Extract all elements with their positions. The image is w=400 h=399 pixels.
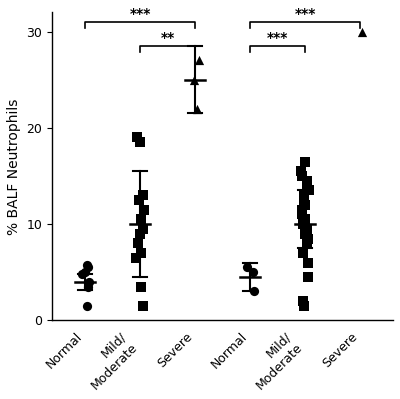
Point <box>306 187 312 194</box>
Point <box>358 28 365 35</box>
Point <box>299 173 305 179</box>
Point <box>84 303 90 309</box>
Point <box>300 192 307 198</box>
Point <box>137 250 144 256</box>
Text: ***: *** <box>294 7 316 21</box>
Point <box>305 235 311 242</box>
Point <box>140 226 146 232</box>
Point <box>138 216 144 223</box>
Point <box>141 206 147 213</box>
Point <box>78 271 85 277</box>
Point <box>194 105 200 112</box>
Point <box>196 57 202 63</box>
Point <box>84 261 90 268</box>
Point <box>300 298 306 304</box>
Text: **: ** <box>160 31 175 45</box>
Point <box>304 178 310 184</box>
Point <box>86 279 92 285</box>
Point <box>136 139 143 146</box>
Point <box>300 221 306 227</box>
Point <box>84 283 91 290</box>
Point <box>299 206 306 213</box>
Point <box>302 158 308 165</box>
Point <box>301 197 307 203</box>
Point <box>85 264 92 271</box>
Point <box>304 182 310 189</box>
Point <box>299 211 305 218</box>
Point <box>304 274 311 280</box>
Point <box>303 226 310 232</box>
Point <box>244 264 250 271</box>
Text: ***: *** <box>129 7 151 21</box>
Point <box>298 168 304 174</box>
Point <box>134 134 140 141</box>
Point <box>302 201 308 208</box>
Y-axis label: % BALF Neutrophils: % BALF Neutrophils <box>7 98 21 235</box>
Point <box>136 197 142 203</box>
Point <box>301 231 308 237</box>
Point <box>250 288 257 295</box>
Point <box>300 250 307 256</box>
Point <box>140 303 146 309</box>
Point <box>138 283 144 290</box>
Point <box>301 303 307 309</box>
Point <box>302 216 308 223</box>
Point <box>190 77 197 83</box>
Point <box>140 192 146 198</box>
Point <box>81 269 88 275</box>
Point <box>136 231 143 237</box>
Point <box>304 240 310 247</box>
Point <box>134 240 141 247</box>
Point <box>133 255 140 261</box>
Point <box>305 259 311 266</box>
Point <box>249 269 256 275</box>
Text: ***: *** <box>267 31 288 45</box>
